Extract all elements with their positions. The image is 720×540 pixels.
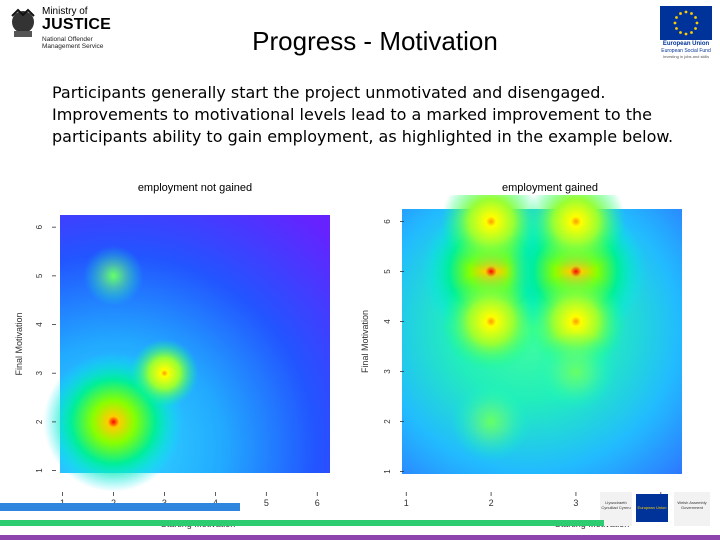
chart1-heatmap: 123456123456Starting MotivationFinal Mot… (14, 215, 330, 529)
eu-star-icon (675, 27, 678, 30)
logo-line3: National Offender Management Service (42, 36, 104, 50)
eu-line3: Investing in jobs and skills (662, 54, 710, 59)
eu-star-icon (673, 21, 677, 25)
welsh-logo-left: Llywodraeth Cynulliad Cymru (600, 492, 632, 526)
eu-star-icon (675, 16, 678, 19)
eu-star-icon (690, 31, 693, 34)
heatmap-blob (441, 271, 542, 372)
heatmap-blob (441, 195, 542, 272)
footer-green-bar (0, 520, 604, 526)
x-tick-label: 2 (489, 498, 494, 508)
x-tick-label: 1 (404, 498, 409, 508)
footer-purple-bar (0, 535, 720, 540)
footer-logos: Llywodraeth Cynulliad Cymru European Uni… (600, 492, 712, 530)
y-axis-label: Final Motivation (14, 312, 24, 375)
welsh-logo-right: Welsh Assembly Government (674, 492, 710, 526)
eu-star-icon (695, 21, 699, 25)
y-tick-label: 1 (383, 469, 392, 474)
page-title: Progress - Motivation (252, 26, 498, 56)
logo-line2: JUSTICE (42, 16, 111, 33)
body-paragraph: Participants generally start the project… (52, 83, 674, 146)
eu-flag-icon (660, 6, 712, 40)
y-axis-label: Final Motivation (360, 310, 370, 373)
eu-star-icon (684, 10, 688, 14)
heatmap-blob (535, 331, 616, 412)
eu-line1: European Union (662, 41, 710, 47)
footer-blue-bar (0, 503, 240, 511)
heatmap-blob (525, 195, 626, 272)
y-tick-label: 2 (383, 419, 392, 424)
y-tick-label: 4 (383, 319, 392, 324)
chart2-title: employment gained (501, 182, 598, 194)
moj-logo: Ministry of JUSTICE National Offender Ma… (4, 2, 116, 56)
logo-line1: Ministry of (42, 6, 88, 17)
chart2-heatmap: 1234123456Starting MotivationFinal Motiv… (360, 195, 682, 529)
crest-icon (11, 8, 35, 37)
eu-star-icon (690, 12, 693, 15)
y-tick-label: 6 (35, 224, 44, 229)
eu-star-icon (684, 32, 688, 36)
eu-star-icon (679, 12, 682, 15)
x-tick-label: 3 (573, 498, 578, 508)
y-tick-label: 2 (35, 419, 44, 424)
y-tick-label: 6 (383, 219, 392, 224)
y-tick-label: 4 (35, 322, 44, 327)
y-tick-label: 1 (35, 468, 44, 473)
x-tick-label: 5 (264, 498, 269, 508)
eu-small-flag: European Union (636, 494, 668, 522)
heatmap-blob (130, 339, 199, 408)
eu-star-icon (679, 31, 682, 34)
eu-star-icon (694, 27, 697, 30)
y-tick-label: 3 (383, 369, 392, 374)
heatmap-blob (451, 381, 532, 462)
heatmap-blob (83, 245, 144, 306)
y-tick-label: 5 (35, 273, 44, 278)
eu-logo: European Union European Social Fund Inve… (654, 4, 718, 64)
y-tick-label: 5 (383, 269, 392, 274)
chart1-title: employment not gained (137, 182, 253, 194)
eu-line2: European Social Fund (661, 48, 711, 54)
x-tick-label: 6 (315, 498, 320, 508)
y-tick-label: 3 (35, 370, 44, 375)
eu-star-icon (694, 16, 697, 19)
